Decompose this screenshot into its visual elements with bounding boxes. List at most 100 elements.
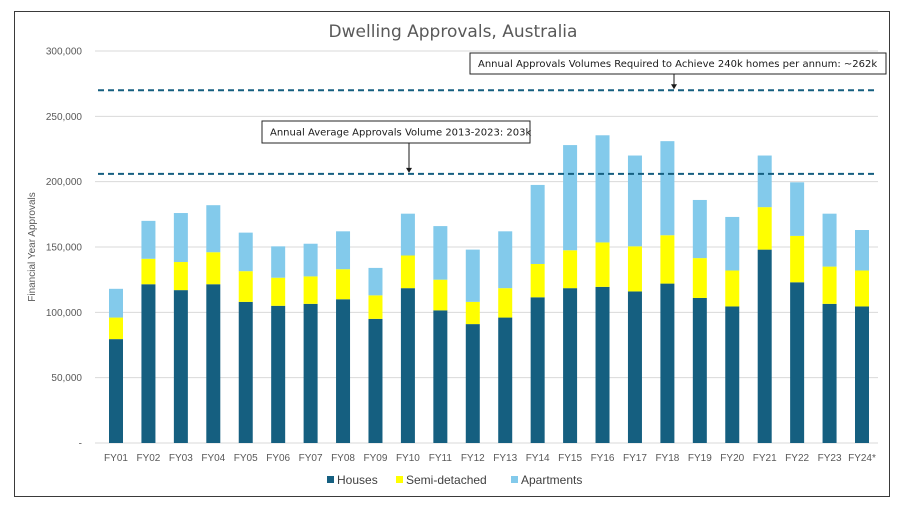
bar-semi-detached-fy20: [725, 270, 740, 307]
legend: Houses Semi-detached Apartments: [327, 473, 582, 487]
y-axis-label: Financial Year Approvals: [27, 192, 38, 302]
chart-frame: [14, 11, 890, 497]
bar-semi-detached-fy11: [433, 279, 448, 311]
bar-semi-detached-fy08: [336, 269, 351, 300]
bar-apartments-fy14: [530, 184, 545, 264]
arrow-head-icon: [671, 84, 677, 90]
y-tick-label: 300,000: [46, 47, 83, 58]
bar-houses-fy13: [498, 317, 513, 443]
bar-semi-detached-fy07: [303, 276, 318, 304]
bar-houses-fy23: [822, 303, 837, 443]
bar-semi-detached-fy23: [822, 266, 837, 304]
bar-apartments-fy21: [757, 155, 772, 208]
x-tick-label: FY22: [785, 453, 809, 464]
bar-houses-fy18: [660, 283, 675, 443]
x-tick-label: FY04: [201, 453, 225, 464]
bar-semi-detached-fy16: [595, 242, 610, 287]
bar-apartments-fy03: [173, 213, 188, 263]
bar-apartments-fy15: [563, 145, 578, 251]
bar-houses-fy09: [368, 318, 383, 443]
bar-apartments-fy01: [109, 288, 123, 318]
chart-title: Dwelling Approvals, Australia: [329, 22, 578, 42]
bar-semi-detached-fy05: [238, 271, 253, 302]
bar-apartments-fy06: [271, 246, 286, 278]
y-tick-label: 100,000: [46, 308, 83, 319]
y-tick-label: 250,000: [46, 112, 83, 123]
bar-houses-fy04: [206, 284, 221, 443]
x-tick-label: FY12: [461, 453, 485, 464]
x-tick-label: FY13: [493, 453, 517, 464]
annotation-text-required: Annual Approvals Volumes Required to Ach…: [478, 59, 877, 70]
x-tick-label: FY07: [299, 453, 323, 464]
bar-houses-fy22: [790, 282, 805, 443]
x-tick-label: FY23: [818, 453, 842, 464]
bar-semi-detached-fy09: [368, 295, 383, 319]
x-tick-label: FY03: [169, 453, 193, 464]
legend-swatch-houses: [327, 476, 334, 483]
legend-label-apartments: Apartments: [521, 473, 582, 487]
bar-apartments-fy13: [498, 231, 513, 289]
y-tick-label: 200,000: [46, 177, 83, 188]
annotation-text-average: Annual Average Approvals Volume 2013-202…: [270, 128, 531, 139]
bar-semi-detached-fy21: [757, 207, 772, 250]
bars: [109, 135, 869, 443]
bar-apartments-fy10: [400, 213, 415, 256]
bar-houses-fy08: [336, 299, 351, 443]
bar-apartments-fy19: [692, 199, 707, 259]
x-tick-label: FY19: [688, 453, 712, 464]
x-tick-label: FY09: [364, 453, 388, 464]
bar-houses-fy19: [692, 297, 707, 443]
bar-apartments-fy23: [822, 213, 837, 267]
arrow-head-icon: [406, 167, 412, 173]
annotation-box-required: [469, 52, 887, 75]
x-tick-label: FY06: [266, 453, 290, 464]
bar-apartments-fy20: [725, 216, 740, 271]
bar-semi-detached-fy04: [206, 252, 221, 285]
bar-semi-detached-fy10: [400, 255, 415, 289]
bar-houses-fy16: [595, 286, 610, 443]
x-tick-label: FY11: [429, 453, 453, 464]
bar-semi-detached-fy02: [141, 258, 156, 285]
bar-semi-detached-fy22: [790, 235, 805, 283]
bar-apartments-fy05: [238, 232, 253, 272]
bar-apartments-fy08: [336, 231, 351, 270]
x-axis-ticks: FY01 FY02 FY03 FY04 FY05 FY06 FY07 FY08 FY09 FY10…: [104, 453, 876, 464]
bar-semi-detached-fy12: [465, 301, 480, 325]
bar-houses-fy15: [563, 288, 578, 443]
legend-label-houses: Houses: [337, 473, 378, 487]
annotation-box-average: [261, 120, 531, 144]
bar-houses-fy05: [238, 301, 253, 443]
x-tick-label: FY16: [591, 453, 615, 464]
bar-houses-fy21: [757, 249, 772, 443]
bar-apartments-fy04: [206, 205, 221, 253]
x-tick-label: FY18: [655, 453, 679, 464]
legend-label-semi-detached: Semi-detached: [406, 473, 487, 487]
bar-semi-detached-fy18: [660, 235, 675, 284]
legend-swatch-semi-detached: [396, 476, 403, 483]
x-tick-label: FY14: [526, 453, 550, 464]
bar-houses-fy12: [465, 324, 480, 443]
x-tick-label: FY17: [623, 453, 647, 464]
bar-semi-detached-fy19: [692, 258, 707, 298]
bar-apartments-fy11: [433, 226, 448, 280]
x-tick-label: FY02: [136, 453, 160, 464]
bar-semi-detached-fy06: [271, 277, 286, 306]
bar-apartments-fy24: [855, 230, 869, 271]
y-tick-label: 50,000: [51, 373, 82, 384]
reference-lines: Annual Approvals Volumes Required to Ach…: [98, 52, 887, 175]
bar-semi-detached-fy24: [855, 270, 869, 307]
bar-houses-fy17: [627, 291, 642, 443]
bar-houses-fy03: [173, 290, 188, 443]
bar-semi-detached-fy03: [173, 262, 188, 291]
legend-swatch-apartments: [511, 476, 518, 483]
x-tick-label: FY21: [753, 453, 777, 464]
bar-apartments-fy18: [660, 141, 675, 236]
bar-houses-fy24: [855, 306, 869, 443]
bar-houses-fy06: [271, 305, 286, 443]
gridlines: [95, 50, 878, 444]
x-tick-label: FY08: [331, 453, 355, 464]
x-tick-label: FY01: [104, 453, 128, 464]
x-tick-label: FY20: [720, 453, 744, 464]
bar-apartments-fy02: [141, 220, 156, 259]
